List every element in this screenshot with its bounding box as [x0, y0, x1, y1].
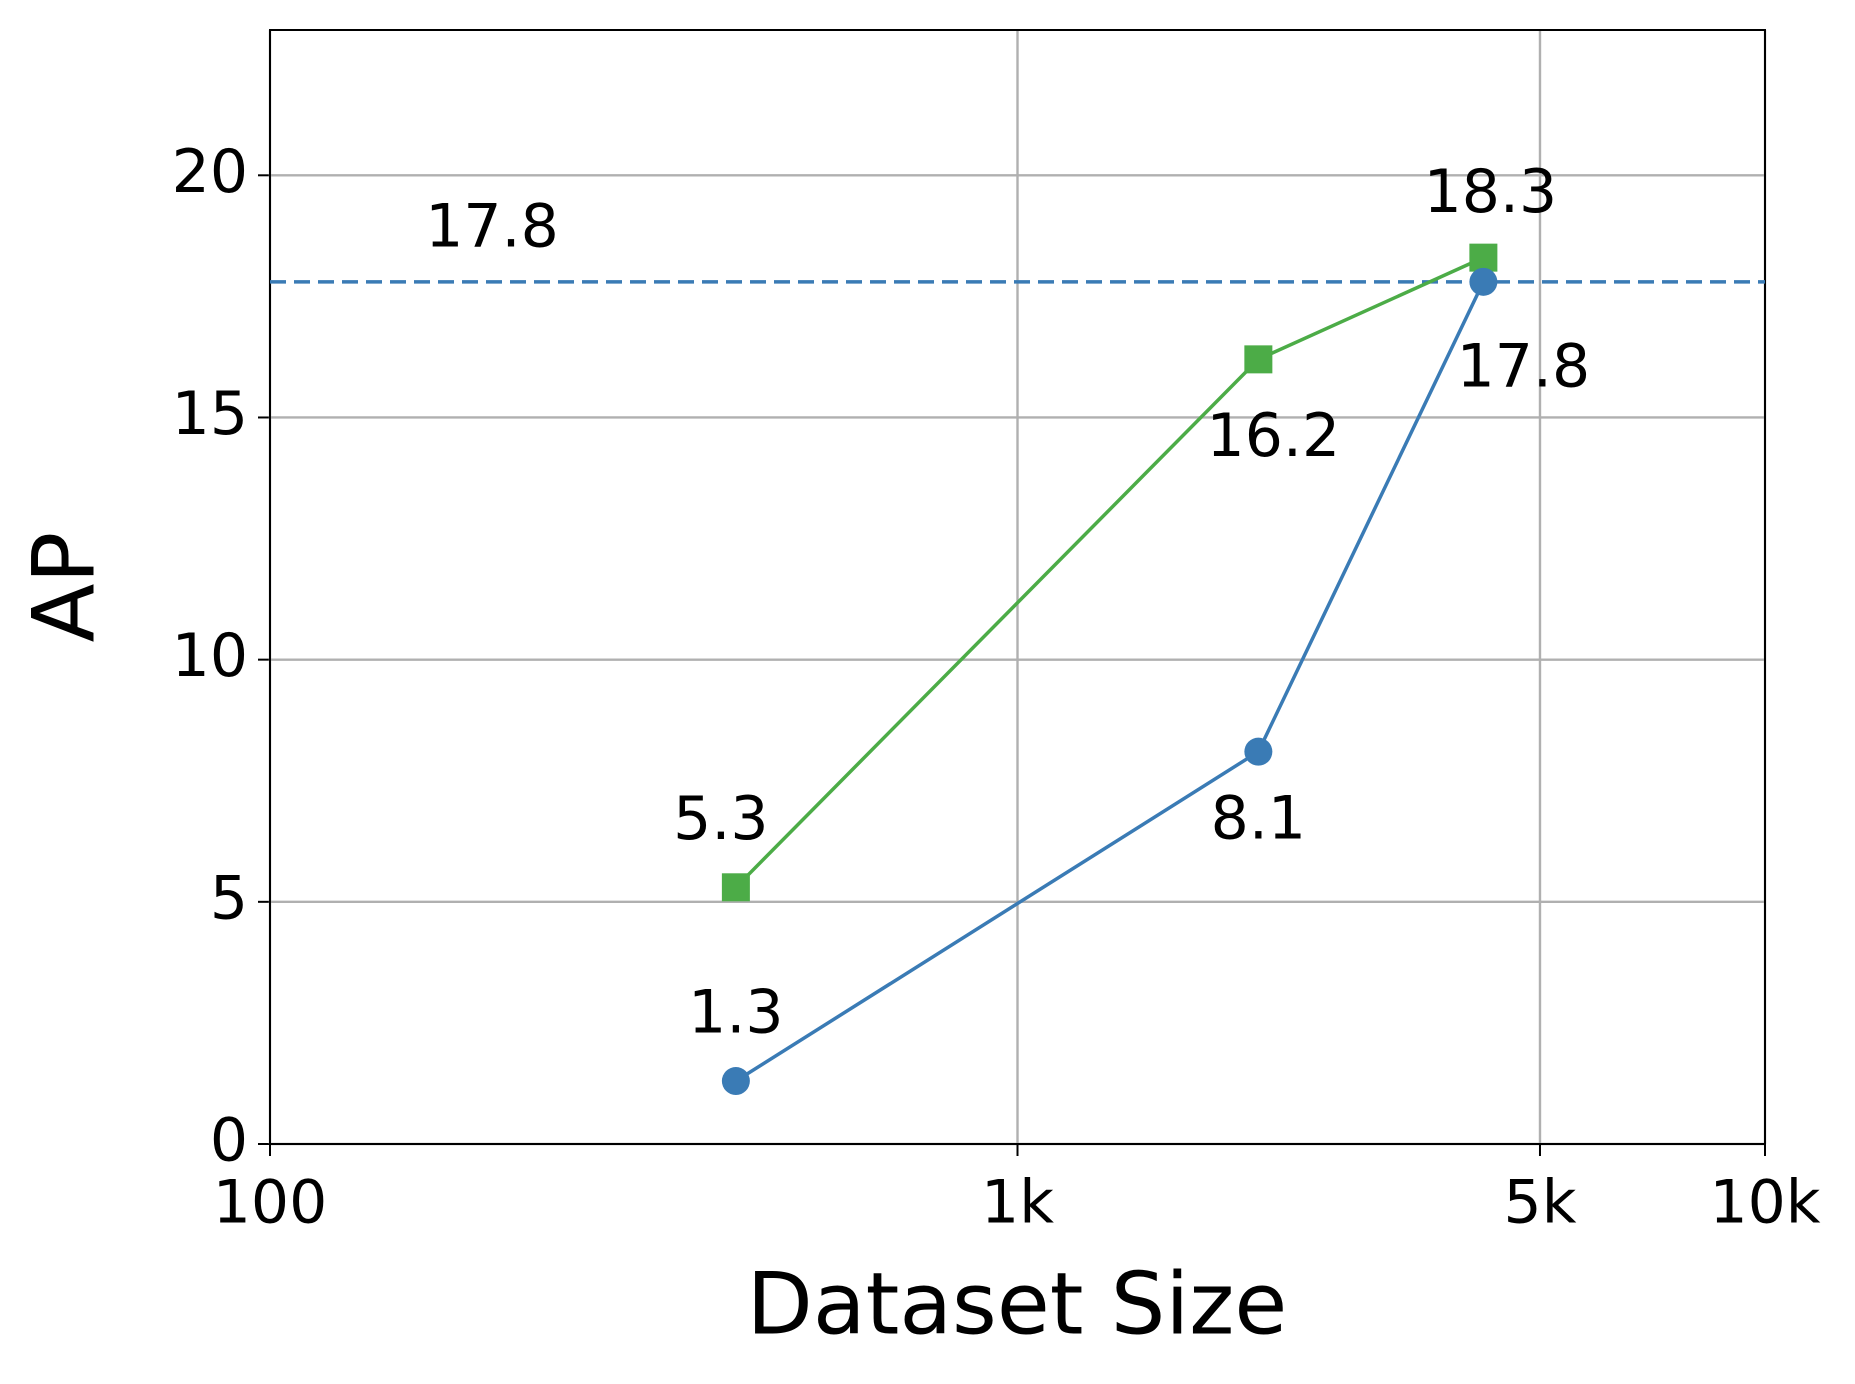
x-axis-label: Dataset Size — [747, 1254, 1288, 1354]
x-tick-label: 5k — [1504, 1168, 1577, 1238]
point — [1469, 243, 1498, 272]
x-tick-label: 100 — [213, 1168, 328, 1238]
x-tick-label: 10k — [1709, 1168, 1820, 1238]
y-tick-label: 10 — [172, 621, 248, 691]
data-label: 18.3 — [1424, 157, 1558, 227]
plot-frame — [269, 29, 1766, 1145]
point — [721, 1067, 750, 1096]
y-tick-label: 20 — [172, 137, 248, 207]
x-tick-label: 1k — [981, 1168, 1054, 1238]
reference-label: 17.8 — [425, 191, 559, 261]
y-tick-label: 15 — [172, 379, 248, 449]
data-label: 8.1 — [1211, 783, 1306, 853]
data-label: 5.3 — [673, 784, 768, 854]
y-axis-label: AP — [14, 532, 114, 643]
data-label: 16.2 — [1207, 401, 1341, 471]
y-tick-label: 5 — [210, 863, 248, 933]
data-label: 1.3 — [688, 978, 783, 1048]
y-tick-label: 0 — [210, 1106, 248, 1176]
point — [1469, 267, 1498, 296]
series-line — [734, 281, 1485, 1083]
point — [721, 873, 750, 902]
point — [1244, 737, 1273, 766]
series-line — [734, 256, 1485, 889]
data-label: 17.8 — [1457, 331, 1591, 401]
point — [1244, 345, 1273, 374]
